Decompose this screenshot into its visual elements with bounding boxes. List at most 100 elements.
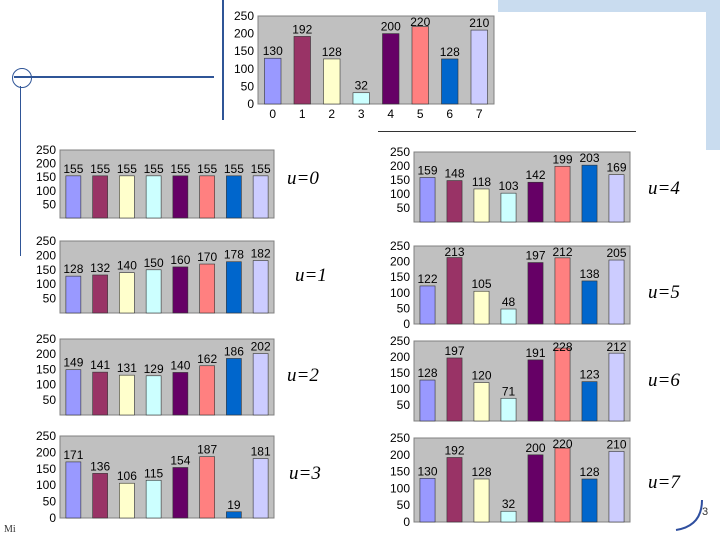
y-tick-label: 200 [390,255,410,269]
chart-u5: 0 50 100 150 200 250 122 213 105 48 197 212 138 205 [382,239,634,331]
bar [554,347,571,422]
bar [145,375,162,416]
chart-u3: 0 50 100 150 200 250 171 136 106 115 154 187 19 181 [28,429,278,525]
bar [145,175,162,219]
x-tick-label: 0 [269,107,276,121]
data-label: 148 [444,167,464,181]
data-label: 105 [471,277,491,291]
y-tick-label: 150 [390,366,410,380]
data-label: 106 [117,469,137,483]
y-tick-label: 150 [390,465,410,479]
y-tick-label: 250 [36,429,56,443]
data-label: 210 [469,16,489,30]
data-label: 212 [552,245,572,259]
bar [252,353,269,416]
data-label: 228 [552,340,572,354]
bar [352,92,370,105]
crosshair-icon [12,68,32,88]
bar [473,478,490,523]
chart-svg-top: 0 50 100 150 200 250 130 0 192 1 128 2 32 3 200 4 220 5 12… [234,9,495,121]
y-tick-label: 250 [234,9,254,23]
y-tick-label: 100 [36,478,56,492]
bar [172,266,189,314]
u-label-7: u=7 [648,472,680,493]
bar [172,467,189,519]
bar [119,175,135,219]
vertical-guide-line [20,86,21,256]
bar [500,397,517,422]
chart-svg-u7: 0 50 100 150 200 250 130 192 128 32 200 220 128 210 [390,431,631,529]
bar [527,359,544,422]
bar [119,374,135,416]
bottom-divider-line [378,131,636,132]
data-label: 32 [502,497,516,511]
bar [92,175,108,219]
data-label: 138 [579,267,599,281]
chart-u0: 50 100 150 200 250 155 155 155 155 155 155 155 155 [28,143,278,222]
bar [473,290,490,325]
data-label: 220 [410,15,430,29]
y-tick-label: 250 [390,145,410,159]
bar [145,479,162,519]
data-label: 199 [552,152,572,166]
y-tick-label: 50 [241,79,255,93]
y-tick-label: 250 [36,143,56,157]
u-label-1: u=1 [295,265,327,286]
bar [323,58,341,105]
data-label: 19 [227,498,241,512]
data-label: 130 [263,44,283,58]
y-tick-label: 50 [43,495,57,509]
y-tick-label: 100 [36,378,56,392]
data-label: 197 [525,249,545,263]
data-label: 141 [90,358,110,372]
bar [446,457,463,523]
y-tick-label: 100 [390,286,410,300]
data-label: 160 [170,253,190,267]
bar [119,482,135,519]
bar [145,269,162,314]
data-label: 155 [170,162,190,176]
data-label: 162 [197,352,217,366]
y-tick-label: 200 [390,448,410,462]
x-tick-label: 3 [358,107,365,121]
plot-area [59,149,275,219]
bar [446,357,463,422]
y-tick-label: 250 [36,234,56,248]
bar [581,164,598,223]
data-label: 128 [471,465,491,479]
bar [92,473,108,519]
y-tick-label: 150 [36,263,56,277]
y-tick-label: 150 [234,44,254,58]
bar [172,175,189,219]
data-label: 136 [90,459,110,473]
data-label: 213 [444,245,464,259]
slide-number: 3 [702,506,709,518]
data-label: 140 [117,259,137,273]
data-label: 155 [117,162,137,176]
bar [554,257,571,325]
data-label: 128 [440,45,460,59]
data-label: 212 [606,340,626,354]
data-label: 128 [322,45,342,59]
top-right-band [498,0,720,12]
data-label: 131 [117,361,137,375]
data-label: 155 [144,162,164,176]
data-label: 187 [197,443,217,457]
y-tick-label: 0 [403,317,410,331]
y-tick-label: 100 [390,481,410,495]
y-tick-label: 50 [397,201,411,215]
data-label: 128 [417,366,437,380]
bar [65,275,82,314]
x-tick-label: 2 [328,107,335,121]
data-label: 155 [224,162,244,176]
data-label: 202 [251,340,271,354]
y-tick-label: 100 [36,277,56,291]
bar [226,175,242,219]
data-label: 150 [144,256,164,270]
data-label: 132 [90,261,110,275]
y-tick-label: 200 [234,27,254,41]
u-label-6: u=6 [648,370,680,391]
